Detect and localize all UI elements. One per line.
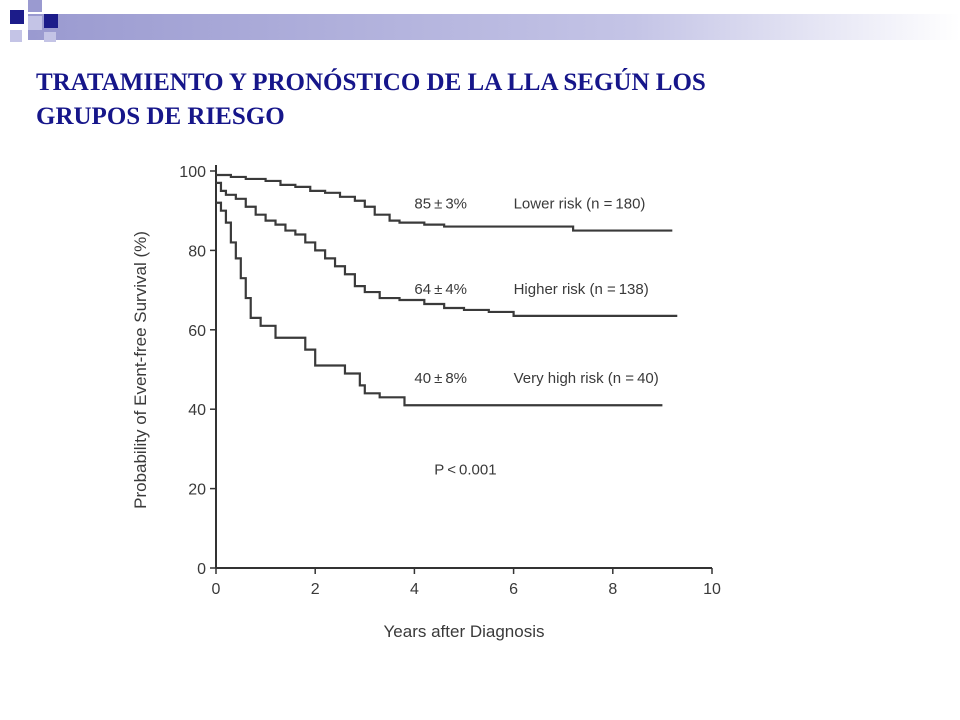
x-tick-label: 6 [509,581,518,598]
y-tick-label: 0 [197,561,206,578]
x-tick-label: 2 [311,581,320,598]
higher-risk-curve [216,181,678,318]
accent-square-dark [10,10,24,24]
higher-risk-legend-label: Higher risk (n = 138) [514,281,649,298]
y-tick-label: 20 [188,482,206,499]
title-bar-decoration [10,0,960,42]
y-tick-label: 40 [188,402,206,419]
chart-axes: 0 20 40 60 80 100 0 2 4 6 8 10 [179,164,721,598]
chart-labels: 85 ± 3% Lower risk (n = 180) 64 ± 4% Higher… [414,196,658,479]
chart-series-lines [216,173,678,407]
accent-square-light [28,16,42,30]
lower-risk-legend-label: Lower risk (n = 180) [514,196,646,213]
y-tick-label: 80 [188,243,206,260]
lower-risk-estimate-label: 85 ± 3% [414,196,467,213]
y-tick-label: 60 [188,323,206,340]
p-value-annotation: P < 0.001 [434,462,496,479]
x-tick-label: 0 [212,581,221,598]
accent-square-dark [44,14,58,28]
y-tick-label: 100 [179,164,206,181]
x-axis-label: Years after Diagnosis [384,622,545,641]
slide-title-line-1: TRATAMIENTO Y PRONÓSTICO DE LA LLA SEGÚN… [36,69,706,96]
accent-square-light [44,32,56,42]
accent-square-mid [28,0,42,12]
slide-title: TRATAMIENTO Y PRONÓSTICO DE LA LLA SEGÚN… [36,66,916,134]
lower-risk-curve [216,173,673,232]
x-tick-label: 4 [410,581,419,598]
x-tick-label: 10 [703,581,721,598]
very-high-risk-legend-label: Very high risk (n = 40) [514,370,659,387]
accent-square-light [10,30,22,42]
header-gradient-bar [28,14,960,40]
higher-risk-estimate-label: 64 ± 4% [414,281,467,298]
y-axis-label: Probability of Event-free Survival (%) [131,231,150,509]
very-high-risk-estimate-label: 40 ± 8% [414,370,467,387]
x-tick-label: 8 [608,581,617,598]
very-high-risk-curve [216,201,663,407]
slide-title-line-2: GRUPOS DE RIESGO [36,103,285,130]
